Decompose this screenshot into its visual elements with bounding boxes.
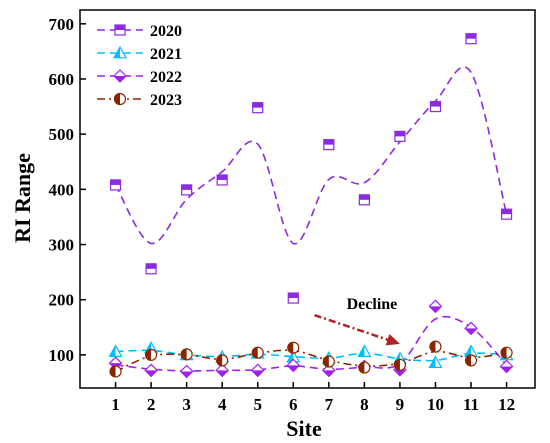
data-point-2020 [500,208,513,220]
x-tick-label: 3 [182,395,191,414]
y-tick-label: 300 [49,236,75,255]
x-tick-label: 10 [427,395,444,414]
y-tick-label: 500 [49,125,75,144]
legend-item-2022: 2022 [97,69,182,86]
legend-item-2020: 2020 [97,23,182,40]
legend-label: 2022 [150,69,182,86]
legend-marker [113,69,127,83]
data-point-2020 [145,263,157,275]
x-tick-label: 5 [253,395,262,414]
annotations: Decline [314,296,401,346]
y-tick-label: 100 [49,346,75,365]
x-tick-label: 9 [396,395,405,414]
x-tick-label: 7 [325,395,334,414]
data-point-2022 [144,363,158,378]
data-point-2020 [429,100,442,113]
data-point-2023 [393,358,407,371]
x-tick-label: 8 [360,395,369,414]
data-point-2022 [250,363,265,378]
y-tick-label: 400 [49,180,75,199]
data-point-2020 [252,102,264,114]
legend: 2020 2021 2022 2023 [97,23,182,109]
x-tick-label: 4 [218,395,227,414]
legend-marker [112,45,128,59]
data-point-2021 [357,344,372,357]
data-point-2022 [215,363,230,378]
data-point-2020 [109,179,122,191]
annotation-label: Decline [347,296,398,313]
data-point-2020 [465,33,477,45]
y-tick-label: 700 [49,15,75,34]
y-tick-label: 200 [49,291,75,310]
data-point-2022 [499,359,514,374]
data-point-2023 [109,365,122,378]
data-point-2020 [358,194,370,206]
data-point-2022 [286,358,301,373]
data-point-2020 [181,184,193,196]
legend-label: 2021 [150,46,182,63]
data-point-2023 [180,348,193,361]
y-axis-title: RI Range [10,153,35,243]
decline-arrow-line [314,313,401,346]
data-point-2022 [464,321,478,336]
data-point-2023 [322,355,335,368]
plot-frame [79,9,536,389]
series-markers [108,33,514,379]
data-point-2023 [144,348,158,361]
data-point-2020 [394,130,406,142]
x-tick-label: 1 [111,395,120,414]
data-point-2020 [323,139,335,151]
data-point-2022 [179,364,194,379]
data-point-2023 [464,354,478,367]
y-axis: 100 200 300 400 500 600 700 [49,15,86,365]
data-point-2023 [251,346,264,359]
legend-marker [113,92,127,106]
data-point-2023 [216,354,229,367]
data-point-2023 [500,346,513,359]
series-lines [114,66,508,373]
data-point-2020 [216,174,228,186]
decline-arrow-head [385,334,400,346]
x-axis-title: Site [286,416,322,441]
data-point-2022 [428,299,443,314]
data-point-2020 [287,292,299,304]
y-tick-label: 600 [49,70,75,89]
series-line-2022 [115,315,508,372]
x-tick-label: 12 [498,395,515,414]
legend-label: 2023 [150,92,182,109]
x-tick-label: 6 [289,395,298,414]
legend-item-2023: 2023 [97,92,182,109]
data-point-2023 [358,361,371,374]
data-point-2023 [287,341,300,354]
data-point-2022 [321,363,336,378]
data-point-2023 [429,340,442,353]
legend-marker [114,24,126,36]
x-tick-label: 2 [147,395,156,414]
x-axis: 1 2 3 4 5 6 7 8 9 10 11 12 [111,382,515,414]
legend-label: 2020 [150,23,182,40]
legend-item-2021: 2021 [97,45,182,63]
data-point-2021 [428,355,443,369]
x-tick-label: 11 [463,395,479,414]
